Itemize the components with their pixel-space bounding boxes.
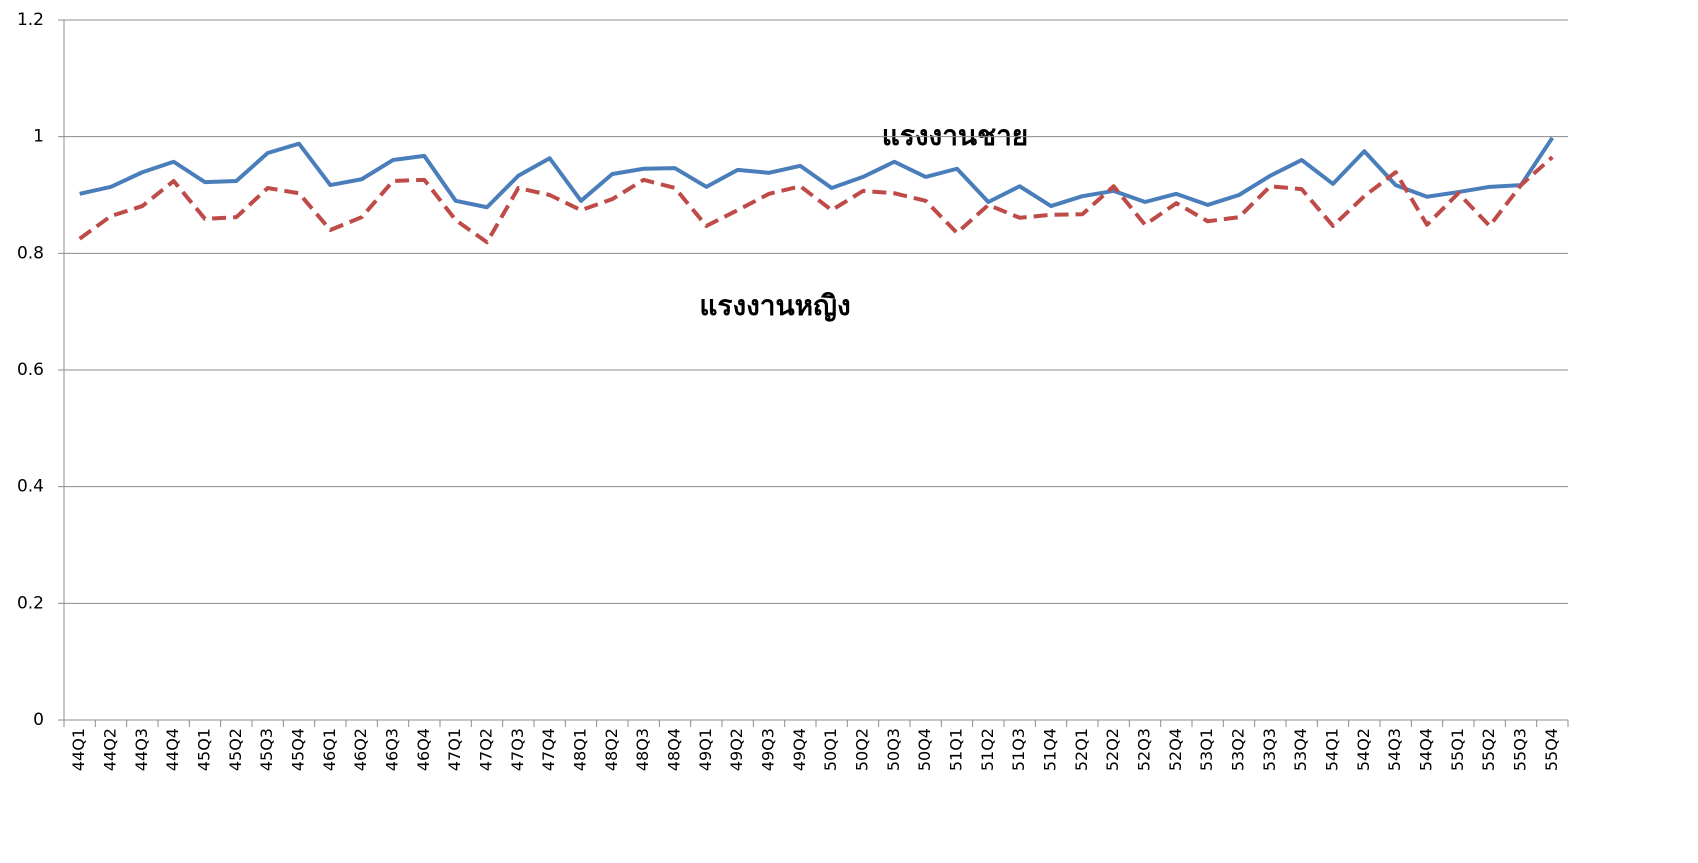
x-tick-label: 47Q1 [445,728,464,771]
y-tick-label: 0.4 [17,477,44,497]
x-tick-label: 49Q3 [759,728,778,771]
x-tick-label: 51Q3 [1009,728,1028,771]
x-tick-label: 54Q4 [1417,728,1436,771]
x-tick-label: 48Q2 [602,728,621,771]
x-tick-label: 44Q1 [69,728,88,771]
x-tick-label: 46Q2 [351,728,370,771]
x-tick-label: 52Q3 [1135,728,1154,771]
x-tick-label: 54Q2 [1354,728,1373,771]
x-tick-label: 49Q1 [696,728,715,771]
x-tick-label: 55Q2 [1479,728,1498,771]
series-line [78,155,1554,245]
x-tick-label: 49Q4 [790,728,809,771]
x-tick-label: 48Q3 [633,728,652,771]
x-tick-label: 45Q2 [226,728,245,771]
x-tick-label: 53Q2 [1229,728,1248,771]
x-tick-label: 48Q4 [665,728,684,771]
x-tick-label: 52Q2 [1103,728,1122,771]
y-tick-label: 0.8 [17,243,44,263]
x-tick-label: 47Q4 [539,728,558,771]
y-tick-label: 0.2 [17,593,44,613]
x-tick-label: 45Q3 [257,728,276,771]
x-tick-label: 45Q4 [289,728,308,771]
y-tick-label: 1 [33,127,44,147]
y-tick-label: 0 [33,710,44,730]
x-tick-label: 46Q3 [383,728,402,771]
x-tick-label: 50Q2 [853,728,872,771]
x-tick-label: 47Q2 [477,728,496,771]
x-tick-label: 52Q1 [1072,728,1091,771]
x-tick-label: 44Q4 [163,728,182,771]
series-annotation: แรงงานหญิง [699,289,850,322]
x-tick-label: 50Q3 [884,728,903,771]
x-tick-label: 50Q1 [821,728,840,771]
x-tick-label: 44Q3 [132,728,151,771]
x-tick-label: 53Q3 [1260,728,1279,771]
y-tick-label: 1.2 [17,10,44,30]
series-annotation: แรงงานชาย [882,119,1028,152]
x-tick-label: 52Q4 [1166,728,1185,771]
x-tick-label: 54Q1 [1323,728,1342,771]
x-tick-label: 46Q1 [320,728,339,771]
x-tick-label: 55Q4 [1542,728,1561,771]
x-tick-label: 50Q4 [915,728,934,771]
x-tick-label: 51Q2 [978,728,997,771]
series-line [79,136,1554,210]
x-tick-label: 45Q1 [195,728,214,771]
x-tick-label: 51Q1 [947,728,966,771]
x-tick-label: 53Q4 [1291,728,1310,771]
x-tick-label: 49Q2 [727,728,746,771]
x-tick-label: 54Q3 [1385,728,1404,771]
x-tick-label: 46Q4 [414,728,433,771]
x-tick-label: 55Q3 [1511,728,1530,771]
x-tick-label: 44Q2 [101,728,120,771]
x-tick-label: 53Q1 [1197,728,1216,771]
x-tick-label: 47Q3 [508,728,527,771]
x-tick-label: 55Q1 [1448,728,1467,771]
x-tick-label: 51Q4 [1041,728,1060,771]
y-tick-label: 0.6 [17,360,44,380]
x-tick-label: 48Q1 [571,728,590,771]
